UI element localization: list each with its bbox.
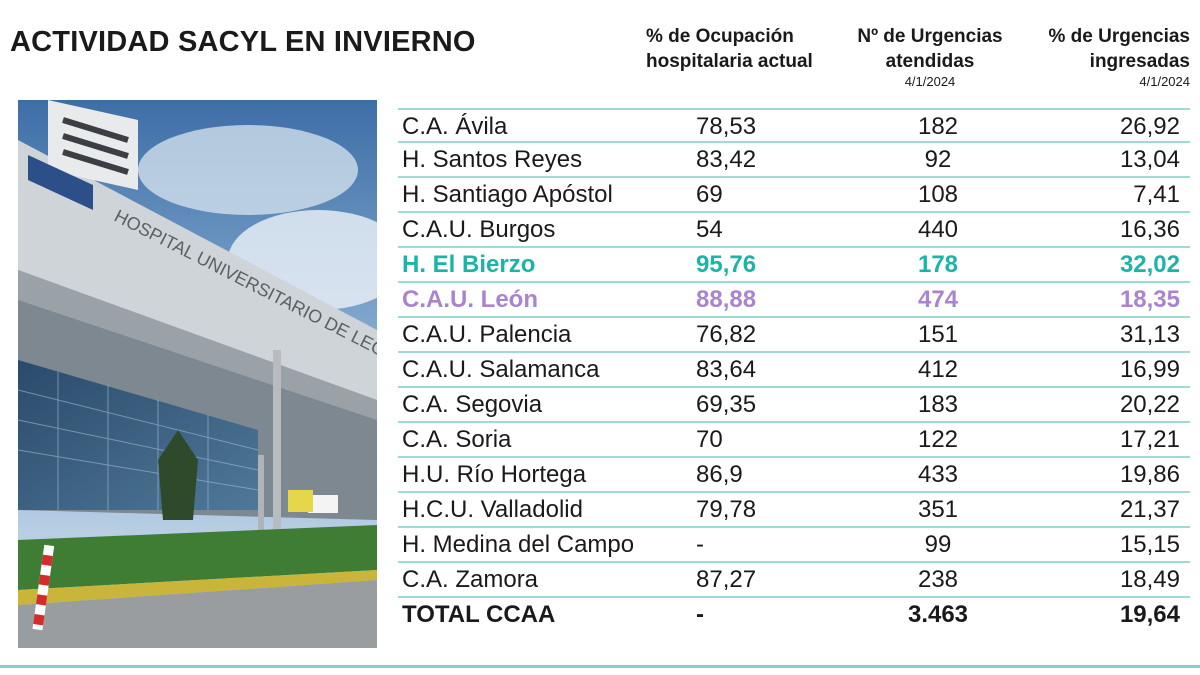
header-ingresadas-date: 4/1/2024 (1139, 74, 1190, 89)
cell-urgencias: 3.463 (907, 601, 969, 628)
table-row: H. Santos Reyes 83,42 92 13,04 (398, 143, 1190, 178)
table-row: C.A.U. Palencia 76,82 151 31,13 (398, 318, 1190, 353)
header-urgencias-date: 4/1/2024 (904, 74, 956, 89)
header-occupancy-line2: hospitalaria actual (646, 51, 813, 72)
cell-name: C.A. Ávila (402, 113, 508, 140)
table-row: C.A.U. Burgos 54 440 16,36 (398, 213, 1190, 248)
header-urgencias: Nº de Urgencias atendidas 4/1/2024 (850, 24, 1010, 90)
cell-occupancy: 88,88 (696, 286, 757, 313)
cell-occupancy: 95,76 (696, 251, 757, 278)
cell-occupancy: - (696, 531, 704, 558)
cell-name: H.U. Río Hortega (402, 461, 587, 488)
header-occupancy: % de Ocupación hospitalaria actual (646, 24, 813, 74)
cell-name: C.A.U. León (402, 286, 538, 313)
table-row: C.A. Ávila 78,53 182 26,92 (398, 108, 1190, 143)
cell-urgencias: 122 (917, 426, 959, 453)
header-ingresadas: % de Urgencias ingresadas 4/1/2024 (1020, 24, 1191, 90)
cell-name: C.A.U. Palencia (402, 321, 572, 348)
cell-urgencias: 412 (917, 356, 959, 383)
cell-ingresadas: 15,15 (1119, 531, 1180, 558)
cell-urgencias: 440 (917, 216, 959, 243)
cell-occupancy: 79,78 (696, 496, 757, 523)
cell-ingresadas: 18,49 (1119, 566, 1180, 593)
table-row: C.A.U. Salamanca 83,64 412 16,99 (398, 353, 1190, 388)
header-urgencias-line2: atendidas (885, 51, 975, 72)
cell-urgencias: 474 (917, 286, 959, 313)
table-row: C.A. Zamora 87,27 238 18,49 (398, 563, 1190, 598)
table-row: C.A. Soria 70 122 17,21 (398, 423, 1190, 458)
cell-ingresadas: 32,02 (1119, 251, 1180, 278)
cell-ingresadas: 17,21 (1119, 426, 1180, 453)
cell-ingresadas: 16,36 (1119, 216, 1180, 243)
cell-occupancy: 70 (696, 426, 723, 453)
table-row-highlight-bierzo: H. El Bierzo 95,76 178 32,02 (398, 248, 1190, 283)
cell-ingresadas: 31,13 (1119, 321, 1180, 348)
table-row-highlight-leon: C.A.U. León 88,88 474 18,35 (398, 283, 1190, 318)
header-ingresadas-line1: % de Urgencias (1048, 26, 1191, 47)
cell-urgencias: 238 (917, 566, 959, 593)
cell-ingresadas: 26,92 (1119, 113, 1180, 140)
page-title: ACTIVIDAD SACYL EN INVIERNO (10, 26, 476, 58)
table-row-total: TOTAL CCAA - 3.463 19,64 (398, 598, 1190, 633)
cell-occupancy: 87,27 (696, 566, 757, 593)
cell-ingresadas: 20,22 (1119, 391, 1180, 418)
cell-urgencias: 92 (924, 146, 952, 173)
cell-urgencias: 99 (924, 531, 952, 558)
hospital-photo: HOSPITAL UNIVERSITARIO DE LEÓN (18, 100, 377, 648)
table-row: H.U. Río Hortega 86,9 433 19,86 (398, 458, 1190, 493)
cell-occupancy: - (696, 601, 704, 628)
cell-name: H.C.U. Valladolid (402, 496, 583, 523)
cell-urgencias: 183 (917, 391, 959, 418)
cell-name: H. Santos Reyes (402, 146, 583, 173)
cell-occupancy: 86,9 (696, 461, 743, 488)
cell-name: H. El Bierzo (402, 251, 536, 278)
cell-occupancy: 54 (696, 216, 723, 243)
cell-ingresadas: 19,86 (1119, 461, 1180, 488)
cell-ingresadas: 7,41 (1133, 181, 1180, 208)
cell-ingresadas: 21,37 (1119, 496, 1180, 523)
cell-ingresadas: 18,35 (1119, 286, 1180, 313)
cell-name: C.A. Soria (402, 426, 512, 453)
table-row: H.C.U. Valladolid 79,78 351 21,37 (398, 493, 1190, 528)
data-table: C.A. Ávila 78,53 182 26,92 H. Santos Rey… (398, 108, 1190, 633)
cell-occupancy: 69 (696, 181, 723, 208)
cell-occupancy: 83,42 (696, 146, 757, 173)
cell-name: H. Santiago Apóstol (402, 181, 613, 208)
table-row: H. Medina del Campo - 99 15,15 (398, 528, 1190, 563)
cell-name: C.A.U. Burgos (402, 216, 556, 243)
cell-urgencias: 108 (917, 181, 959, 208)
cell-urgencias: 178 (917, 251, 959, 278)
header-ingresadas-line2: ingresadas (1089, 51, 1190, 72)
table-row: C.A. Segovia 69,35 183 20,22 (398, 388, 1190, 423)
cell-name: C.A.U. Salamanca (402, 356, 600, 383)
cell-urgencias: 182 (917, 113, 959, 140)
cell-name: C.A. Zamora (402, 566, 539, 593)
cell-ingresadas: 13,04 (1119, 146, 1180, 173)
cell-occupancy: 76,82 (696, 321, 757, 348)
cell-occupancy: 83,64 (696, 356, 757, 383)
cell-name: TOTAL CCAA (402, 601, 556, 628)
cell-ingresadas: 19,64 (1119, 601, 1180, 628)
header-urgencias-line1: Nº de Urgencias (857, 26, 1003, 47)
cell-name: H. Medina del Campo (402, 531, 635, 558)
cell-ingresadas: 16,99 (1119, 356, 1180, 383)
cell-urgencias: 433 (917, 461, 959, 488)
cell-occupancy: 78,53 (696, 113, 757, 140)
header-occupancy-line1: % de Ocupación (646, 26, 794, 47)
cell-name: C.A. Segovia (402, 391, 543, 418)
cell-occupancy: 69,35 (696, 391, 757, 418)
table-row: H. Santiago Apóstol 69 108 7,41 (398, 178, 1190, 213)
bottom-divider (0, 665, 1200, 668)
cell-urgencias: 351 (917, 496, 959, 523)
cell-urgencias: 151 (917, 321, 959, 348)
